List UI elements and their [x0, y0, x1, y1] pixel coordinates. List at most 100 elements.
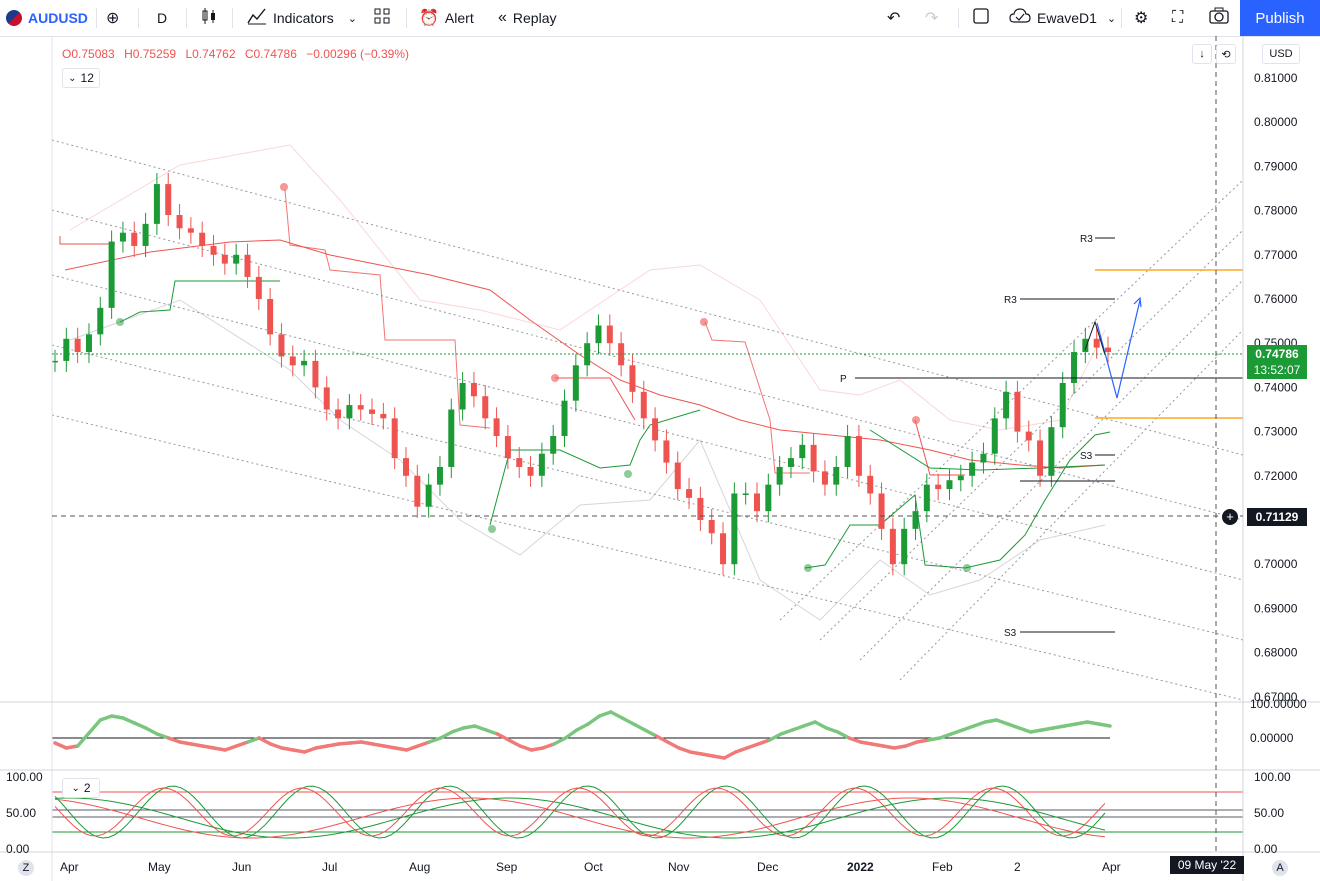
osc1-segment: [1051, 724, 1067, 730]
fullscreen-icon: ⛶: [1172, 9, 1184, 26]
templates-icon: [373, 7, 391, 30]
snapshot-button[interactable]: [1209, 0, 1235, 36]
osc1-segment: [302, 746, 318, 754]
candle-body: [176, 215, 183, 229]
candle-body: [765, 484, 772, 512]
open-value: O0.75083: [62, 47, 115, 61]
osc2-left-tick-label: 50.00: [6, 806, 36, 820]
osc1-segment: [121, 716, 137, 725]
candle-body: [527, 466, 534, 476]
auto-scale-right-button[interactable]: A: [1272, 860, 1288, 876]
candle-body: [980, 453, 987, 463]
osc1-segment: [234, 740, 250, 748]
settings-button[interactable]: ⚙: [1134, 0, 1154, 36]
undo-button[interactable]: ↶: [887, 0, 906, 36]
osc1-segment: [847, 736, 863, 744]
candle-body: [289, 356, 296, 366]
fullscreen-button[interactable]: ⛶: [1172, 0, 1189, 36]
scroll-down-button[interactable]: ↓: [1192, 44, 1212, 64]
candle-body: [85, 334, 92, 353]
redo-button[interactable]: ↷: [925, 0, 944, 36]
green-step-line: [489, 409, 701, 526]
swing-high-marker: [700, 318, 708, 326]
replay-button[interactable]: « Replay: [498, 0, 557, 36]
chart-type-button[interactable]: [200, 0, 224, 36]
add-alert-plus-icon[interactable]: +: [1222, 509, 1238, 525]
pivot-label: P: [840, 374, 847, 385]
price-tick-label: 0.80000: [1254, 115, 1298, 129]
rising-channel-line: [819, 229, 1244, 641]
auto-scale-left-button[interactable]: Z: [18, 860, 34, 876]
symbol-label: AUDUSD: [28, 10, 88, 26]
save-layout-button[interactable]: EwaveD1 ⌄: [1009, 0, 1116, 36]
candle-body: [108, 241, 115, 308]
time-tick-label: Sep: [496, 860, 518, 874]
oscillator-toggle[interactable]: ⌄ 2: [62, 778, 100, 798]
candle-body: [935, 484, 942, 490]
osc1-segment: [801, 720, 817, 728]
candle-body: [63, 338, 70, 361]
publish-button[interactable]: Publish: [1240, 0, 1320, 36]
osc1-segment: [960, 724, 976, 732]
alert-button[interactable]: ⏰ Alert: [419, 0, 474, 36]
candle-body: [448, 409, 455, 467]
currency-select[interactable]: USD: [1262, 44, 1300, 64]
price-tick-label: 0.68000: [1254, 646, 1298, 660]
osc1-segment: [1028, 728, 1044, 734]
osc1-segment: [484, 728, 500, 736]
templates-button[interactable]: [373, 0, 397, 36]
candle-body: [708, 520, 715, 534]
price-tick-label: 0.74000: [1254, 380, 1298, 394]
indicators-icon: [247, 7, 267, 30]
candle-body: [482, 396, 489, 419]
osc1-segment: [858, 740, 874, 746]
candle-body: [335, 409, 342, 419]
osc1-segment: [1017, 726, 1033, 734]
candle-body: [1093, 338, 1100, 348]
regression-channels: [51, 139, 1244, 701]
candle-body: [776, 466, 783, 485]
price-tick-label: 0.69000: [1254, 601, 1298, 615]
swing-high-marker: [551, 374, 559, 382]
candle-body: [74, 338, 81, 353]
candle-body: [923, 484, 930, 512]
osc1-segment: [359, 740, 375, 746]
osc1-segment: [654, 734, 670, 744]
osc2-slow-line: [54, 787, 1106, 837]
osc1-segment: [767, 732, 783, 742]
compare-button[interactable]: ⊕: [106, 0, 125, 36]
candle-body: [221, 254, 228, 264]
indicator-toggle[interactable]: ⌄ 12: [62, 68, 100, 88]
osc1-segment: [336, 741, 352, 746]
symbol-search[interactable]: AUDUSD: [6, 0, 88, 36]
markers: [116, 183, 971, 572]
indicators-button[interactable]: Indicators ⌄: [247, 0, 357, 36]
chevron-down-icon: ⌄: [1106, 12, 1117, 25]
interval-button[interactable]: D: [157, 0, 167, 36]
osc1-segment: [835, 730, 851, 740]
osc1-segment: [155, 732, 171, 740]
osc1-segment: [631, 722, 647, 732]
candle-body: [1105, 347, 1111, 353]
candle-body: [436, 466, 443, 485]
price-tick-label: 0.77000: [1254, 248, 1298, 262]
oscillator-pane-1: [52, 710, 1112, 760]
candle-body: [131, 232, 138, 246]
candle-body: [470, 382, 477, 397]
osc1-segment: [212, 746, 227, 752]
indicator-count: 12: [80, 71, 94, 85]
candle-body: [323, 387, 330, 410]
candle-body: [731, 493, 738, 565]
osc2-fast-line: [54, 785, 1106, 839]
layout-button[interactable]: [972, 0, 996, 36]
osc1-segment: [518, 744, 534, 752]
osc1-segment: [246, 736, 261, 744]
sync-button[interactable]: ⟲: [1216, 44, 1236, 64]
osc1-segment: [563, 728, 579, 740]
osc1-segment: [892, 744, 908, 750]
candle-body: [380, 413, 387, 419]
candle-body: [459, 382, 466, 410]
candle-body: [1025, 431, 1032, 441]
time-tick-label: Nov: [668, 860, 689, 874]
